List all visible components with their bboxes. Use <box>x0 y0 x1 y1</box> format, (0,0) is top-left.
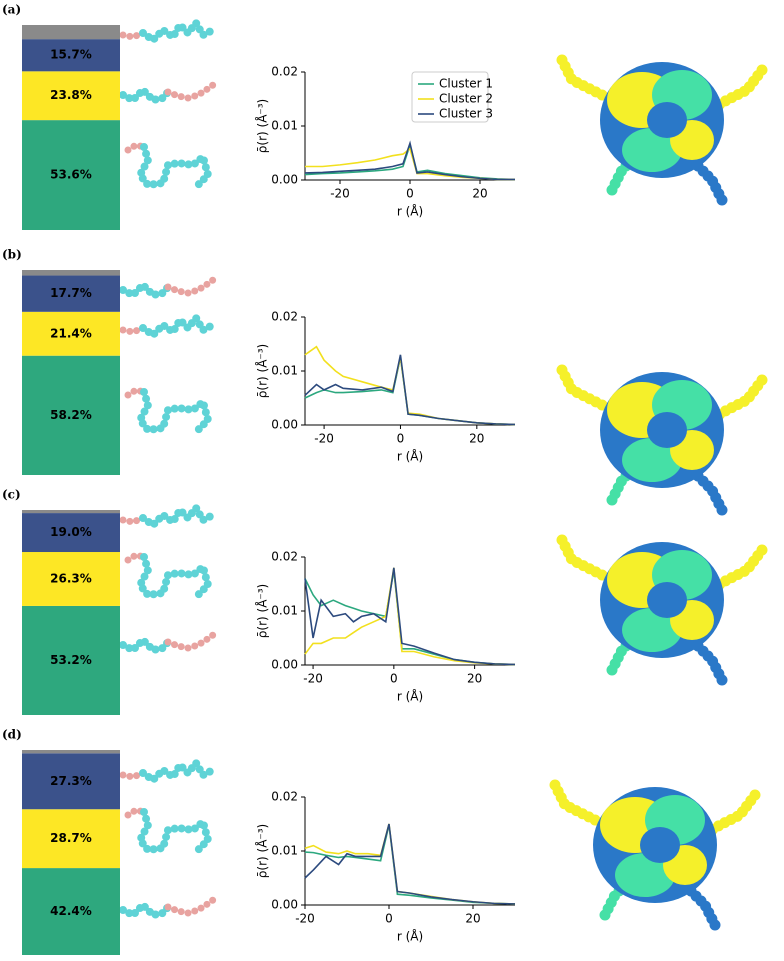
bar-segment <box>22 605 120 715</box>
x-tick-label: 20 <box>469 432 484 446</box>
y-axis-label: ρ̄(r) (Å⁻³) <box>255 99 270 153</box>
x-tick-label: -20 <box>330 187 350 201</box>
decor-row-b <box>123 280 762 510</box>
series-line <box>304 140 515 181</box>
segment-label: 28.7% <box>50 831 92 845</box>
legend-label: Cluster 1 <box>439 77 493 91</box>
y-axis-label: ρ̄(r) (Å⁻³) <box>255 344 270 398</box>
bar-segment <box>22 750 120 754</box>
segment-label: 53.2% <box>50 653 92 667</box>
segment-label: 15.7% <box>50 48 92 62</box>
molecule-image <box>123 85 213 100</box>
series-line <box>304 570 516 666</box>
segment-label: 23.8% <box>50 88 92 102</box>
legend-label: Cluster 3 <box>439 107 493 121</box>
x-axis-label: r (Å) <box>397 689 423 704</box>
bar-segment <box>22 552 120 606</box>
x-tick-label: -20 <box>314 432 334 446</box>
segment-label: 21.4% <box>50 326 92 340</box>
bar-segment <box>22 510 120 514</box>
x-tick-label: 20 <box>467 672 482 686</box>
molecule-image <box>123 763 213 780</box>
x-tick-label: -20 <box>303 672 323 686</box>
molecule-image <box>128 390 208 430</box>
molecule-image <box>128 145 208 185</box>
segment-label: 53.6% <box>50 168 92 182</box>
x-tick-label: -20 <box>295 912 315 926</box>
bar-segment <box>22 311 120 356</box>
aggregate-rendering <box>562 60 762 200</box>
molecule-image <box>123 318 213 335</box>
legend-label: Cluster 2 <box>439 92 493 106</box>
molecule-image <box>123 635 213 650</box>
y-tick-label: 0.00 <box>271 173 298 187</box>
panel-label: (d) <box>2 728 22 742</box>
series-line <box>304 824 516 905</box>
y-tick-label: 0.02 <box>271 550 298 564</box>
x-tick-label: 20 <box>472 187 487 201</box>
aggregate-rendering <box>562 540 762 680</box>
series-line <box>304 567 516 666</box>
x-tick-label: 20 <box>465 912 480 926</box>
aggregate-rendering <box>562 370 762 510</box>
aggregate-rendering <box>555 785 755 925</box>
segment-label: 19.0% <box>50 525 92 539</box>
bar-segment <box>22 275 120 312</box>
x-axis-label: r (Å) <box>397 204 423 219</box>
y-axis-label: ρ̄(r) (Å⁻³) <box>255 584 270 638</box>
molecule-image <box>123 508 213 525</box>
x-axis-label: r (Å) <box>397 449 423 464</box>
bar-segment <box>22 868 120 955</box>
molecule-image <box>123 900 213 915</box>
bar-segment <box>22 270 120 276</box>
molecule-image <box>128 810 208 850</box>
bar-segment <box>22 355 120 475</box>
series-line <box>304 354 516 426</box>
segment-label: 42.4% <box>50 904 92 918</box>
panel-label: (a) <box>2 3 21 17</box>
x-tick-label: 0 <box>385 912 393 926</box>
x-tick-label: 0 <box>390 672 398 686</box>
bar-segment <box>22 25 120 40</box>
segment-label: 27.3% <box>50 774 92 788</box>
segment-label: 17.7% <box>50 286 92 300</box>
molecule-image <box>123 23 213 40</box>
decor-row-c <box>123 508 762 680</box>
y-tick-label: 0.02 <box>271 790 298 804</box>
bar-segment <box>22 120 120 230</box>
panel-label: (b) <box>2 248 22 262</box>
molecule-image <box>128 555 208 595</box>
molecule-image <box>123 280 213 295</box>
bar-segment <box>22 71 120 121</box>
y-tick-label: 0.00 <box>271 898 298 912</box>
y-tick-label: 0.00 <box>271 658 298 672</box>
segment-label: 58.2% <box>50 408 92 422</box>
bar-segment <box>22 513 120 553</box>
x-axis-label: r (Å) <box>397 929 423 944</box>
y-tick-label: 0.01 <box>271 604 298 618</box>
y-tick-label: 0.01 <box>271 119 298 133</box>
y-tick-label: 0.01 <box>271 364 298 378</box>
segment-label: 26.3% <box>50 571 92 585</box>
y-tick-label: 0.00 <box>271 418 298 432</box>
y-tick-label: 0.02 <box>271 310 298 324</box>
bar-segment <box>22 39 120 72</box>
y-tick-label: 0.01 <box>271 844 298 858</box>
series-line <box>304 823 516 905</box>
bar-segment <box>22 809 120 869</box>
series-line <box>305 147 515 181</box>
y-tick-label: 0.02 <box>271 65 298 79</box>
x-tick-label: 0 <box>397 432 405 446</box>
y-axis-label: ρ̄(r) (Å⁻³) <box>255 824 270 878</box>
panel-label: (c) <box>2 488 21 502</box>
x-tick-label: 0 <box>406 187 414 201</box>
bar-segment <box>22 753 120 810</box>
decor-row-d <box>123 763 755 925</box>
